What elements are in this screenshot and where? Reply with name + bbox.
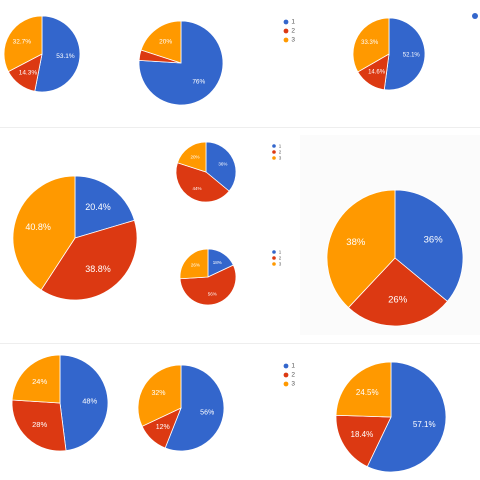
pie-slice-1 (74, 175, 135, 239)
legend-label-1: 1 (279, 250, 282, 255)
slice-percent-label: 14.3% (19, 69, 38, 76)
legend-marker-2 (283, 28, 289, 34)
pie-slice-1 (394, 189, 464, 302)
pie-chart-5: 20.4% 38.8% 40.8% (12, 175, 138, 301)
pie-chart-4: 36% 44% 20% (175, 141, 237, 203)
slice-percent-label: 20% (191, 154, 200, 159)
slice-percent-label: 38% (346, 237, 366, 248)
slice-percent-label: 56% (200, 409, 214, 416)
slice-percent-label: 57.1% (413, 420, 436, 429)
pie-slice-2 (11, 399, 67, 452)
legend-label-3: 3 (291, 37, 295, 44)
slice-percent-label: 52.1% (403, 52, 421, 58)
row-divider-top (0, 127, 480, 128)
legend-marker-3 (272, 262, 276, 266)
legend-label-1: 1 (291, 363, 295, 370)
slice-percent-label: 48% (82, 397, 97, 406)
pie-slice-1 (366, 361, 447, 473)
slice-percent-label: 53.1% (56, 53, 75, 60)
pie-slice-3 (11, 354, 61, 404)
slice-percent-label: 20.4% (85, 202, 111, 212)
slice-percent-label: 18.4% (351, 430, 374, 439)
pie-chart-3: 52.1% 14.6% 33.3% (352, 17, 426, 91)
slice-percent-label: 38.8% (85, 264, 111, 274)
pie-chart-6: 18% 56% 26% (179, 248, 237, 306)
row-divider-bottom (0, 343, 480, 344)
slice-percent-label: 56% (208, 291, 217, 296)
slice-percent-label: 26% (388, 295, 408, 306)
pie-slice-3 (137, 364, 182, 427)
pie-slice-3 (3, 15, 43, 73)
pie-slice-2 (179, 264, 237, 306)
pie-slice-1 (205, 141, 237, 192)
slice-percent-label: 32.7% (13, 38, 32, 45)
pie-slice-3 (140, 20, 182, 64)
pie-slice-2 (347, 257, 448, 327)
slice-percent-label: 18% (213, 260, 222, 265)
legend-marker-2 (283, 372, 289, 378)
slice-percent-label: 33.3% (361, 40, 379, 46)
pie-slice-1 (59, 354, 109, 452)
slice-percent-label: 24.5% (356, 388, 379, 397)
legend-marker-1 (272, 250, 276, 254)
pie-slice-3 (335, 361, 392, 418)
pie-slice-1 (34, 15, 81, 93)
pie-slice-2 (40, 219, 138, 301)
legend-5 (472, 13, 478, 19)
legend-2: 123 (272, 144, 282, 161)
legend-label-1: 1 (279, 144, 282, 149)
legend-marker-1 (472, 13, 478, 19)
legend-label-3: 3 (279, 262, 282, 267)
pie-slice-3 (179, 248, 209, 280)
pie-slice-2 (175, 162, 230, 203)
slice-percent-label: 32% (151, 390, 165, 397)
legend-1: 1 2 3 (283, 19, 295, 44)
legend-marker-2 (272, 150, 276, 154)
pie-chart-2: 76% 20% (138, 20, 224, 106)
pie-slice-3 (326, 189, 396, 309)
legend-label-3: 3 (291, 381, 295, 388)
legend-marker-1 (272, 144, 276, 148)
pie-slice-3 (176, 141, 207, 173)
slice-percent-label: 36% (424, 235, 444, 246)
legend-label-1: 1 (291, 19, 295, 26)
legend-label-2: 2 (279, 256, 282, 261)
pie-chart-9: 56% 12% 32% (137, 364, 225, 452)
slice-percent-label: 20% (159, 38, 172, 45)
legend-marker-1 (283, 19, 289, 25)
legend-3: 123 (272, 250, 282, 267)
slice-percent-label: 44% (193, 186, 202, 191)
pie-slice-2 (335, 414, 392, 468)
pie-chart-10: 57.1% 18.4% 24.5% (335, 361, 447, 473)
pie-slice-3 (12, 175, 76, 291)
pie-chart-8: 48% 28% 24% (11, 354, 109, 452)
legend-marker-1 (283, 363, 289, 369)
legend-marker-3 (272, 156, 276, 160)
legend-marker-3 (283, 37, 289, 43)
slice-percent-label: 14.6% (368, 70, 386, 76)
pie-slice-1 (383, 17, 426, 91)
pie-slice-3 (352, 17, 390, 73)
legend-label-2: 2 (291, 28, 295, 35)
pie-chart-7: 36% 26% 38% (326, 189, 464, 327)
legend-marker-2 (272, 256, 276, 260)
slice-percent-label: 76% (192, 78, 205, 85)
legend-label-3: 3 (279, 156, 282, 161)
pie-chart-1: 53.1% 14.3% 32.7% (3, 15, 81, 93)
legend-4: 1 2 3 (283, 363, 295, 388)
slice-percent-label: 26% (191, 263, 200, 268)
legend-marker-3 (283, 381, 289, 387)
legend-label-2: 2 (279, 150, 282, 155)
slice-percent-label: 36% (218, 162, 227, 167)
legend-label-2: 2 (291, 372, 295, 379)
slice-percent-label: 40.8% (25, 222, 51, 232)
slice-percent-label: 28% (32, 420, 47, 429)
slice-percent-label: 24% (32, 377, 47, 386)
slice-percent-label: 12% (156, 424, 170, 431)
pie-slice-1 (164, 364, 225, 452)
